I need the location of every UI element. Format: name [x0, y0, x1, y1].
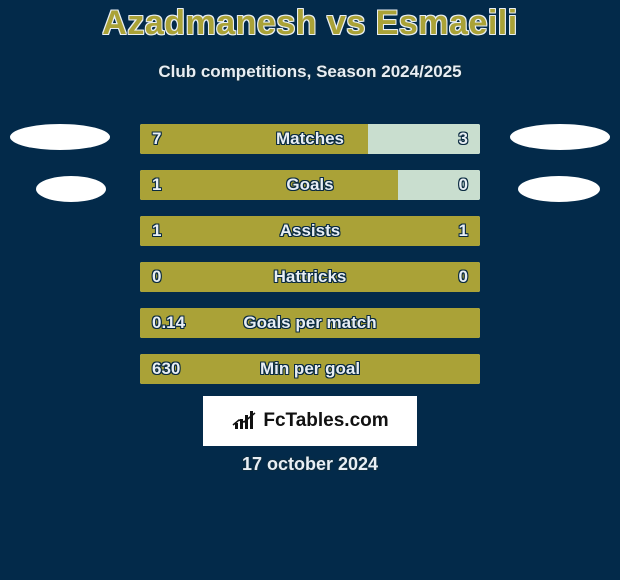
- stat-label: Assists: [140, 216, 480, 246]
- stat-label: Matches: [140, 124, 480, 154]
- page-title: Azadmanesh vs Esmaeili: [0, 4, 620, 43]
- subtitle: Club competitions, Season 2024/2025: [0, 62, 620, 82]
- source-logo-text: FcTables.com: [263, 410, 388, 432]
- stat-row: 10Goals: [0, 170, 620, 200]
- stat-label: Hattricks: [140, 262, 480, 292]
- date-stamp: 17 october 2024: [0, 454, 620, 475]
- stat-rows: 73Matches 10Goals 11Assists 00Hattricks 0.14…: [0, 124, 620, 400]
- stat-label: Min per goal: [140, 354, 480, 384]
- stat-row: 0.14Goals per match: [0, 308, 620, 338]
- stat-row: 73Matches: [0, 124, 620, 154]
- stat-row: 00Hattricks: [0, 262, 620, 292]
- stat-row: 630Min per goal: [0, 354, 620, 384]
- infographic-canvas: Azadmanesh vs Esmaeili Club competitions…: [0, 0, 620, 580]
- source-logo: FcTables.com: [203, 396, 417, 446]
- stat-row: 11Assists: [0, 216, 620, 246]
- chart-icon: [231, 411, 257, 431]
- stat-label: Goals per match: [140, 308, 480, 338]
- stat-label: Goals: [140, 170, 480, 200]
